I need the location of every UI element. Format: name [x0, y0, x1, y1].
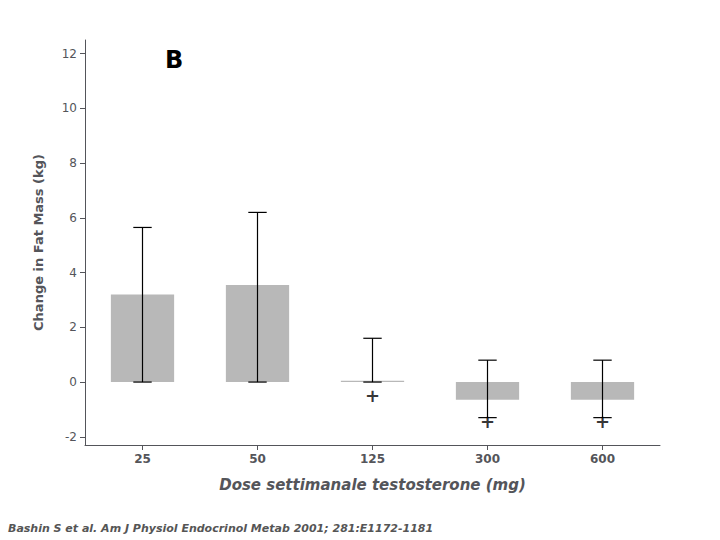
- svg-text:600: 600: [590, 452, 615, 466]
- svg-text:-2: -2: [65, 430, 77, 444]
- svg-text:8: 8: [69, 156, 77, 170]
- svg-text:+: +: [595, 411, 610, 432]
- svg-text:300: 300: [475, 452, 500, 466]
- svg-text:6: 6: [69, 211, 77, 225]
- svg-text:2: 2: [69, 320, 77, 334]
- svg-text:Bashin S et al. Am J Physiol E: Bashin S et al. Am J Physiol Endocrinol …: [8, 522, 433, 535]
- svg-text:10: 10: [62, 101, 77, 115]
- svg-text:50: 50: [249, 452, 266, 466]
- svg-text:Dose settimanale testosterone: Dose settimanale testosterone (mg): [219, 476, 526, 494]
- svg-text:Change in Fat Mass (kg): Change in Fat Mass (kg): [31, 154, 46, 331]
- svg-text:4: 4: [69, 266, 77, 280]
- svg-text:+: +: [365, 385, 380, 406]
- svg-text:25: 25: [134, 452, 151, 466]
- svg-text:+: +: [480, 411, 495, 432]
- svg-text:0: 0: [69, 375, 77, 389]
- svg-text:12: 12: [62, 47, 77, 61]
- svg-text:B: B: [165, 46, 183, 74]
- svg-text:125: 125: [360, 452, 385, 466]
